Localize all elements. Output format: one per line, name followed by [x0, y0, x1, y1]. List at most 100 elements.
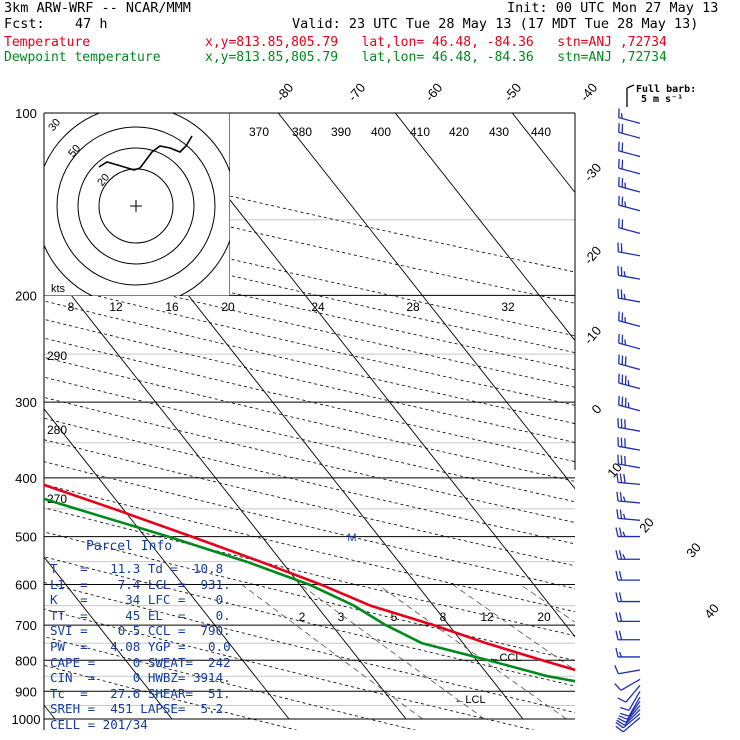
mixing-ratio-label-upper: 24 — [311, 300, 325, 314]
isotherm-label: -40 — [577, 80, 601, 104]
wind-barb — [618, 141, 641, 158]
theta-e-label: 440 — [531, 125, 551, 139]
dewpoint-trace — [44, 497, 575, 683]
wind-barb — [617, 266, 641, 280]
parcel-row-li: LI = 7.4 LCL = 931. — [50, 576, 231, 592]
wind-barb — [615, 592, 640, 603]
dewpoint-location-info: x,y=813.85,805.79 lat,lon= 46.48, -84.36… — [205, 50, 667, 65]
temperature-location-info: x,y=813.85,805.79 lat,lon= 46.48, -84.36… — [205, 35, 667, 50]
parcel-row-temp: T = 11.3 Td = 10.8 — [50, 561, 224, 576]
marker-ccl: ←CCL — [488, 652, 521, 664]
theta-e-label: 400 — [371, 125, 391, 139]
isotherm-label: -10 — [581, 323, 605, 347]
wind-barb — [615, 612, 640, 622]
pressure-label-900: 900 — [15, 684, 37, 699]
mixing-ratio-label-upper: 12 — [109, 300, 123, 314]
wind-barb — [617, 418, 641, 432]
parcel-row-cell: CELL = 201/34 — [50, 717, 148, 732]
parcel-row-pw: PW = 4.08 YGP = 0.0 — [50, 639, 231, 654]
wind-barb — [618, 123, 641, 139]
isotherm-label: -70 — [345, 80, 369, 104]
isotherm-label: -30 — [581, 160, 605, 184]
wind-barb — [615, 717, 641, 733]
wind-barb — [615, 570, 640, 581]
wind-barb — [616, 473, 641, 485]
theta-e-label: 370 — [249, 125, 269, 139]
parcel-row-cape: CAPE = 0 SWEAT= 242 — [50, 654, 231, 670]
pressure-label-700: 700 — [15, 618, 37, 633]
isotherm-label: 20 — [636, 515, 657, 536]
wind-barb — [618, 158, 641, 175]
pressure-label-1000: 1000 — [12, 712, 41, 727]
theta-e-label: 380 — [292, 125, 312, 139]
mixing-ratio-label-upper: 16 — [165, 300, 179, 314]
wind-barb — [615, 527, 640, 538]
wind-barb — [617, 242, 641, 257]
isotherm-line — [160, 113, 575, 638]
isotherm-line — [629, 113, 740, 719]
wind-barb — [618, 373, 641, 390]
hodograph-trace — [98, 135, 193, 171]
wind-barb — [620, 696, 641, 717]
pressure-label-300: 300 — [15, 395, 37, 410]
wind-barb — [618, 218, 641, 235]
wind-barb — [620, 690, 641, 711]
mixing-ratio-label-upper: 20 — [221, 300, 235, 314]
forecast-label: Fcst: — [4, 16, 45, 32]
init-time: Init: 00 UTC Mon 27 May 13 — [507, 0, 719, 16]
dry-adiabat — [44, 300, 575, 425]
mixing-ratio-label-lower: 8 — [440, 610, 447, 624]
isotherm-line — [511, 113, 575, 194]
isotherm-line — [44, 408, 290, 720]
wind-barb — [617, 454, 641, 469]
theta-e-label: 430 — [489, 125, 509, 139]
parcel-row-cin: CIN = 0 HWBZ= 3914. — [50, 670, 231, 686]
wind-barb — [618, 311, 641, 328]
wind-barb — [615, 647, 640, 658]
wind-barb — [615, 713, 641, 729]
mixing-ratio-label-upper: 8 — [68, 300, 75, 314]
mixing-ratio-label-upper: 32 — [501, 300, 515, 314]
pressure-label-400: 400 — [15, 471, 37, 486]
mixing-ratio-label-lower: 12 — [480, 610, 494, 624]
mixing-ratio-label-upper: 28 — [406, 300, 420, 314]
theta-label: 290 — [47, 349, 67, 363]
wind-barb — [616, 491, 641, 504]
hodograph-units: kts — [51, 283, 66, 295]
wind-barb — [618, 354, 641, 371]
parcel-row-sreh: SREH = 451 LAPSE= 5.2 — [50, 701, 224, 717]
isotherm-label: -60 — [422, 80, 446, 104]
parcel-info-panel: Parcel Info T = 11.3 Td = 10.8 LI = 7.4 … — [44, 537, 235, 732]
isotherm-label: -80 — [273, 80, 297, 104]
pressure-label-600: 600 — [15, 578, 37, 593]
isotherm-label: -20 — [581, 243, 605, 267]
mixing-ratio-line — [241, 584, 423, 720]
isotherm-label: -50 — [501, 80, 525, 104]
mixing-ratio-label-lower: 3 — [338, 610, 345, 624]
pressure-label-500: 500 — [15, 530, 37, 545]
forecast-hours: 47 h — [75, 16, 108, 32]
dry-adiabat — [44, 337, 575, 463]
pressure-label-100: 100 — [15, 106, 37, 121]
temperature-legend: Temperature — [4, 35, 91, 50]
wind-barb — [614, 665, 641, 675]
marker-m: M — [347, 532, 356, 544]
dry-adiabat — [44, 664, 298, 730]
wind-barb — [618, 108, 641, 124]
mixing-ratio-label-lower: 20 — [537, 610, 551, 624]
theta-e-label: 410 — [410, 125, 430, 139]
theta-e-label: 420 — [449, 125, 469, 139]
isotherm-line — [277, 113, 575, 490]
wind-barb — [618, 195, 641, 212]
hodograph-ring — [56, 126, 216, 286]
parcel-row-tt: TT = 45 EL = 0. — [50, 607, 231, 623]
model-title: 3km ARW-WRF -- NCAR/MMM — [4, 0, 191, 16]
wind-barb — [617, 684, 641, 703]
barb-key-symbol — [626, 84, 635, 107]
wind-barb — [618, 177, 641, 193]
pressure-label-200: 200 — [15, 288, 37, 303]
barb-key-label: Full barb: — [636, 84, 697, 95]
isotherm-label: 0 — [588, 402, 604, 417]
isotherm-line — [394, 113, 575, 342]
wind-barb — [614, 678, 641, 691]
